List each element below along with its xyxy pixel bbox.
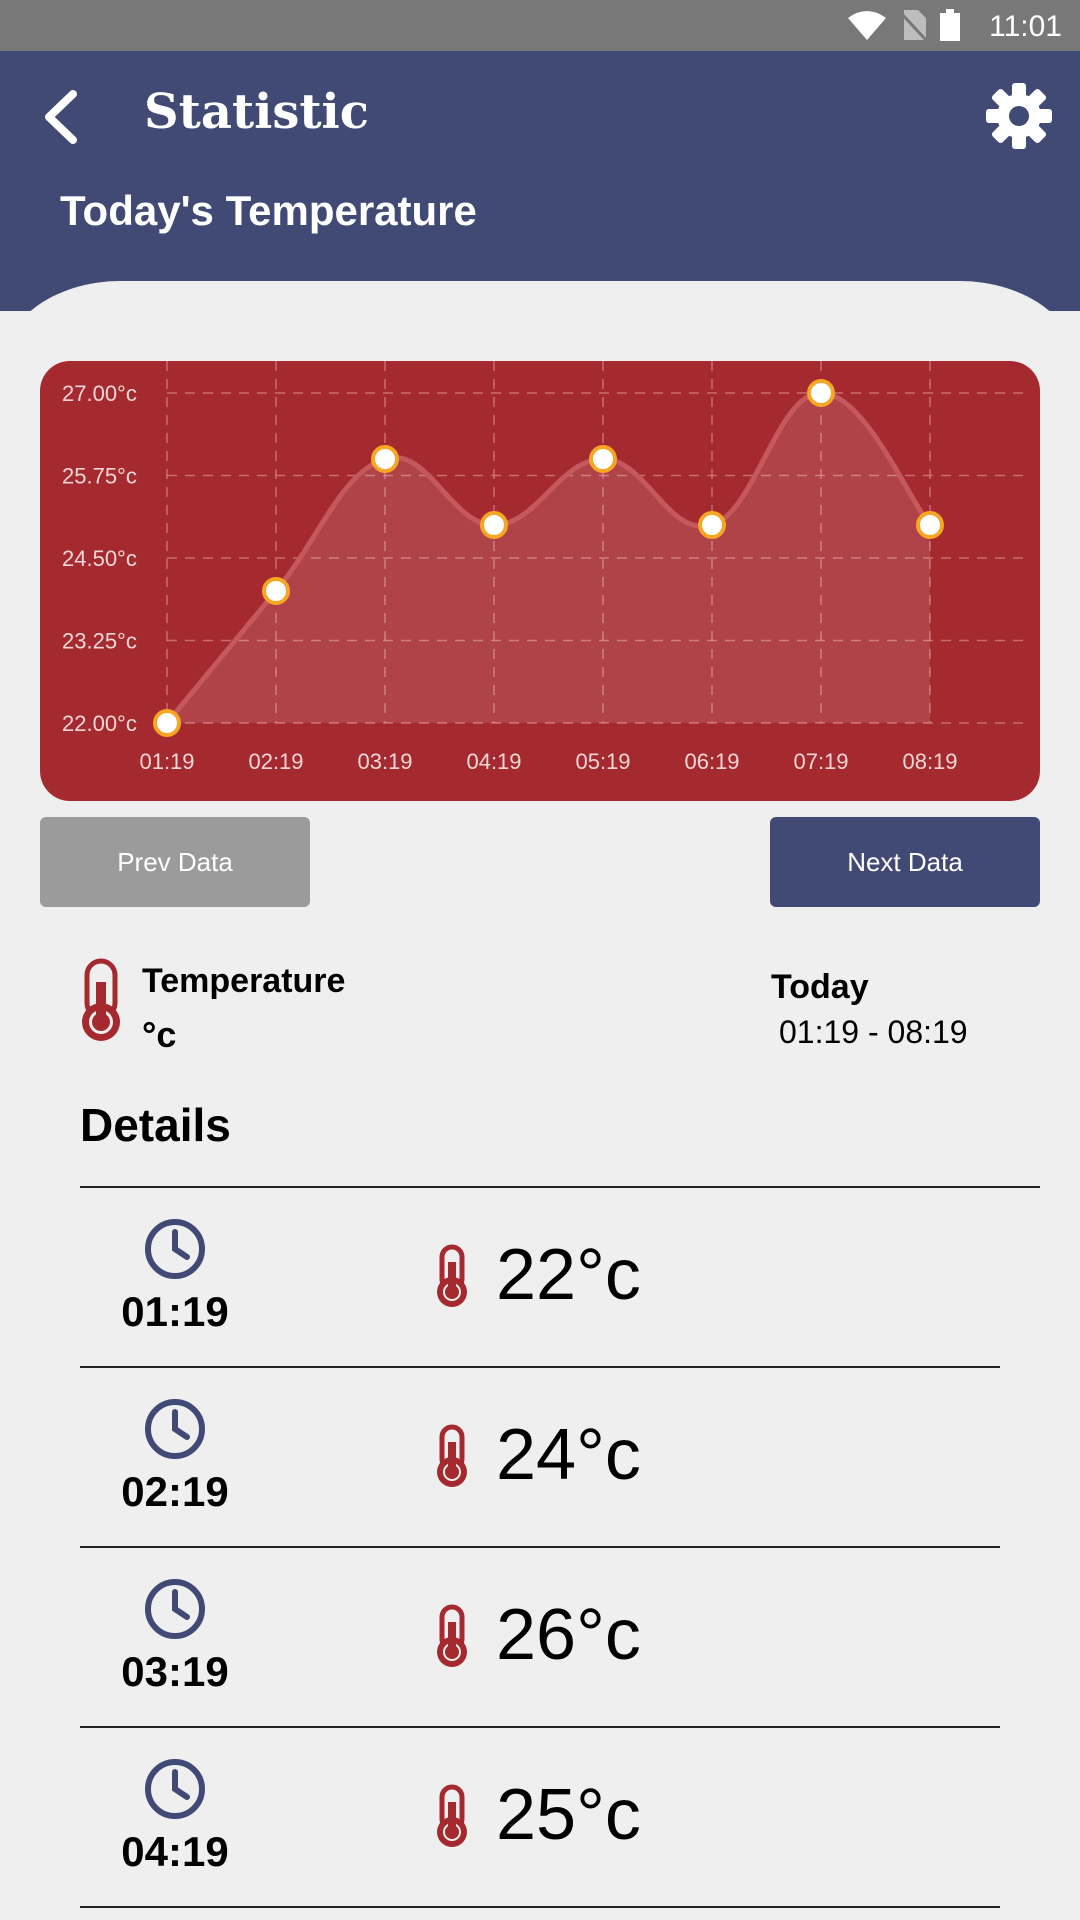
next-data-button[interactable]: Next Data [770,817,1040,907]
status-bar: 11:01 [0,0,1080,51]
gear-icon [986,83,1052,149]
status-icons [848,9,960,41]
series-area [167,393,930,723]
temperature-chart: 27.00°c 25.75°c 24.50°c 23.25°c 22.00°c 01:19… [40,361,1040,801]
data-point [480,511,508,539]
series-line [165,390,932,725]
prev-data-button[interactable]: Prev Data [40,817,310,907]
x-tick-label: 07:19 [793,749,848,774]
no-sim-icon [900,10,926,40]
thermometer-icon [437,1424,467,1487]
x-tick-label: 03:19 [357,749,412,774]
x-tick-label: 06:19 [684,749,739,774]
status-time: 11:01 [989,10,1062,43]
row-time: 04:19 [121,1828,229,1875]
x-tick-label: 08:19 [902,749,957,774]
back-button[interactable] [36,87,86,147]
settings-button[interactable] [984,81,1054,151]
row-time: 03:19 [121,1648,229,1695]
details-title: Details [80,1099,231,1151]
battery-icon [940,9,960,41]
period-range: 01:19 - 08:19 [779,1014,968,1050]
row-temperature: 26°c [496,1595,641,1675]
y-tick-label: 22.00°c [62,711,137,736]
row-time: 02:19 [121,1468,229,1515]
table-row: 04:19 25°c [80,1728,1000,1908]
section-subtitle: Today's Temperature [60,187,477,234]
clock-icon [145,1219,205,1279]
period-label: Today [771,968,869,1006]
data-point [807,379,835,407]
divider [80,1186,1040,1188]
row-time: 01:19 [121,1288,229,1335]
data-point [698,511,726,539]
y-tick-label: 24.50°c [62,546,137,571]
info-title: Temperature [142,962,346,1000]
page-title: Statistic [144,84,369,140]
chart-svg: 27.00°c 25.75°c 24.50°c 23.25°c 22.00°c01:19… [62,361,1030,774]
y-tick-label: 25.75°c [62,464,137,489]
table-row: 02:19 24°c [80,1368,1000,1548]
app-header: Statistic Today's Temperature [0,51,1080,311]
x-tick-label: 05:19 [575,749,630,774]
table-row: 03:19 26°c [80,1548,1000,1728]
row-temperature: 25°c [496,1775,641,1855]
clock-icon [145,1579,205,1639]
data-point [589,445,617,473]
data-point [262,577,290,605]
back-arrow-icon [45,90,77,144]
x-tick-label: 02:19 [248,749,303,774]
clock-icon [145,1399,205,1459]
wifi-icon [848,11,886,40]
clock-icon [145,1759,205,1819]
y-tick-label: 23.25°c [62,629,137,654]
y-tick-label: 27.00°c [62,381,137,406]
info-unit: °c [142,1014,177,1055]
data-point [916,511,944,539]
data-point [153,709,181,737]
row-temperature: 24°c [496,1415,641,1495]
table-row: 01:19 22°c [80,1188,1000,1368]
thermometer-icon [82,958,120,1041]
thermometer-icon [437,1784,467,1847]
thermometer-icon [437,1244,467,1307]
x-tick-label: 01:19 [139,749,194,774]
thermometer-icon [437,1604,467,1667]
row-temperature: 22°c [496,1235,641,1315]
x-tick-label: 04:19 [466,749,521,774]
data-point [371,445,399,473]
